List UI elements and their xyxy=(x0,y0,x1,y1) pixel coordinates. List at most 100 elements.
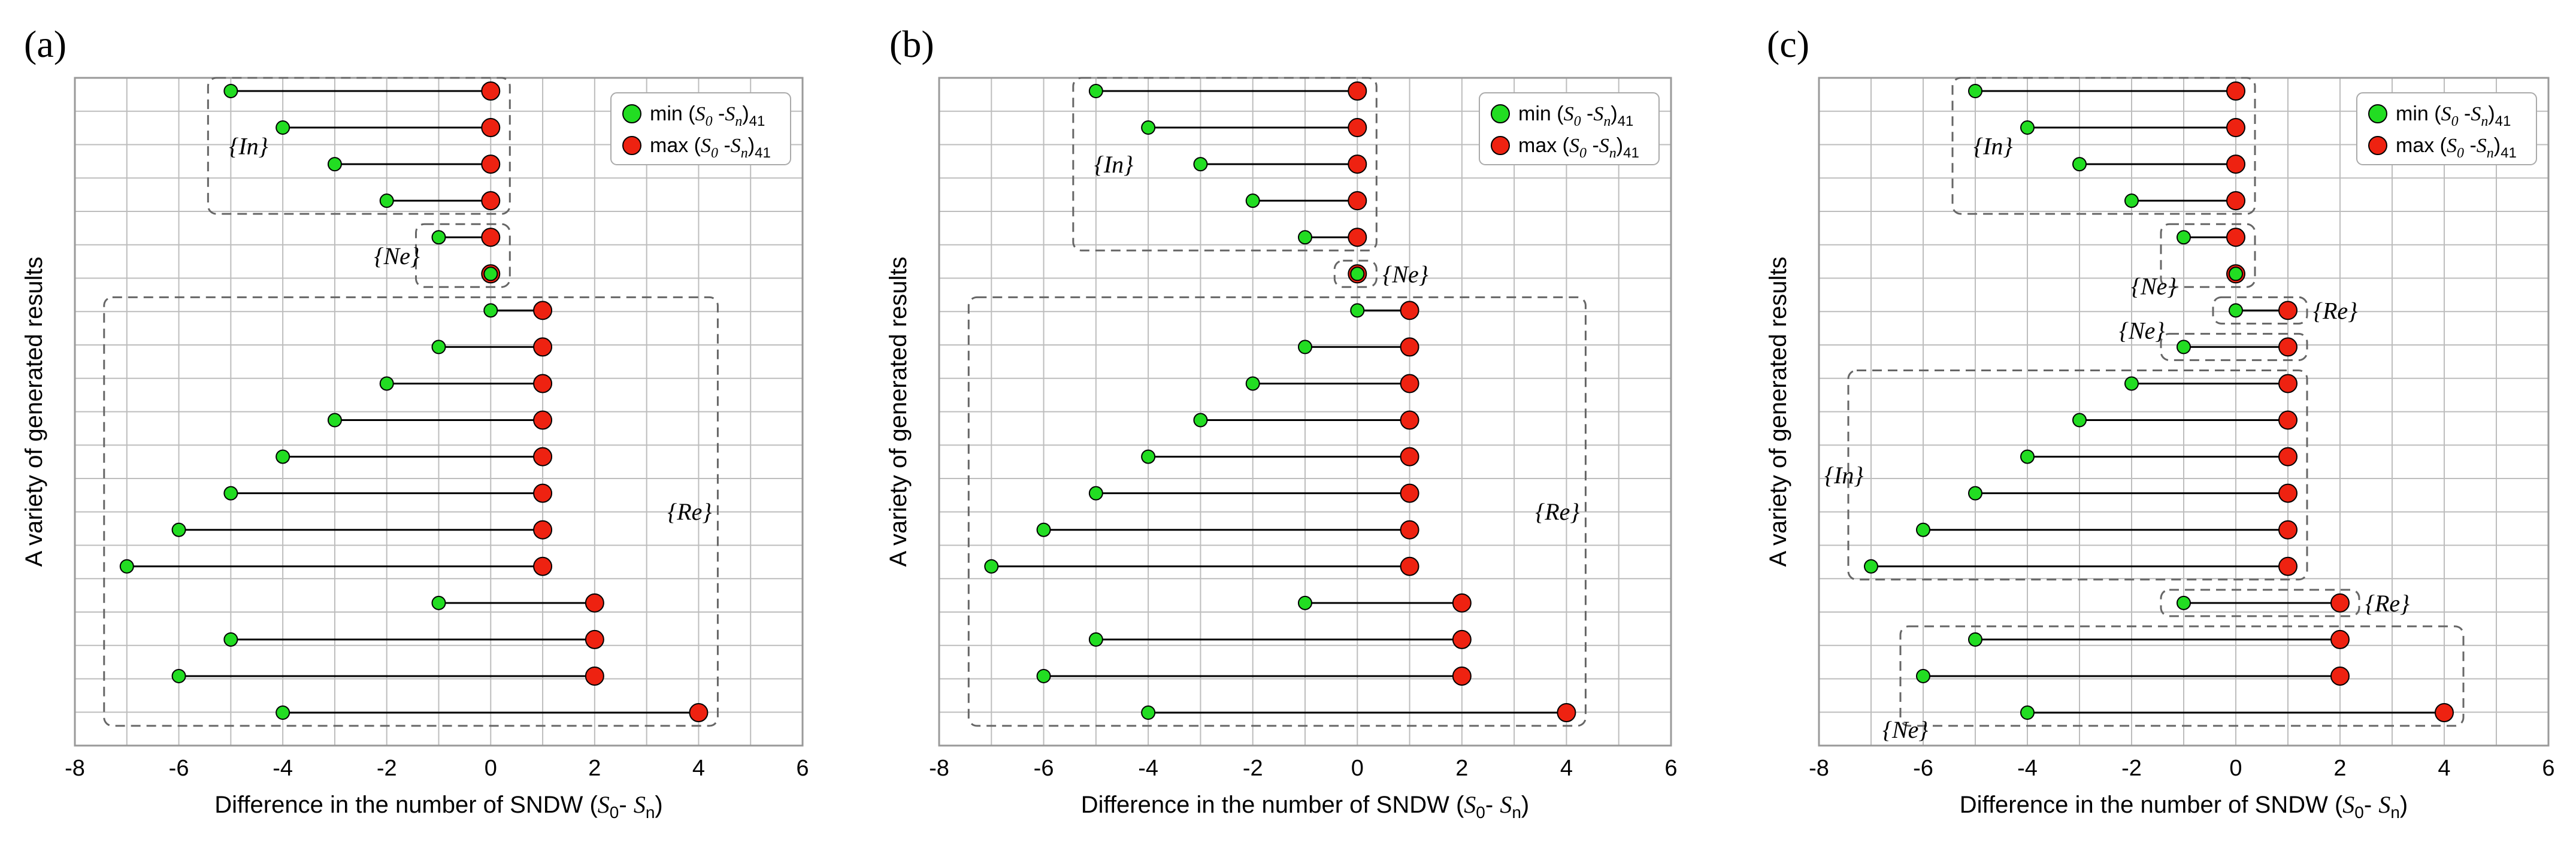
max-marker xyxy=(1348,228,1367,247)
min-marker xyxy=(1141,120,1156,135)
group-label: {Ne} xyxy=(1882,716,1928,743)
x-tick-label: 2 xyxy=(1455,756,1468,781)
min-marker xyxy=(1193,413,1208,428)
group-box xyxy=(967,296,1587,727)
group-label: {Ne} xyxy=(2119,317,2165,344)
chart-panel-3: (c) -8 -6 -4 -2 0 2 4 6 Difference in the number … xyxy=(1765,23,2555,822)
group-label: {Re} xyxy=(2365,590,2409,617)
group-box xyxy=(1072,77,1378,252)
min-marker xyxy=(431,340,446,355)
min-marker xyxy=(1916,522,1930,537)
max-marker xyxy=(533,483,553,503)
group-box xyxy=(415,223,511,288)
x-tick-label: 4 xyxy=(692,756,705,781)
group-label: {In} xyxy=(1824,462,1863,489)
x-tick-label: -2 xyxy=(1243,756,1263,781)
min-marker xyxy=(1088,632,1103,647)
group-label: {In} xyxy=(229,133,268,160)
legend-max-label: max (S0 -Sn)41 xyxy=(650,134,771,161)
x-tick-label: -8 xyxy=(1809,756,1829,781)
max-marker xyxy=(1452,629,1472,649)
x-tick-label: -8 xyxy=(929,756,949,781)
max-marker xyxy=(2330,593,2350,613)
min-marker xyxy=(1193,157,1208,172)
max-marker xyxy=(1400,447,1419,467)
min-marker xyxy=(1245,193,1260,208)
legend-min-label: min (S0 -Sn)41 xyxy=(1518,102,1633,129)
legend-max-marker xyxy=(622,136,641,155)
max-marker xyxy=(481,81,501,101)
min-marker xyxy=(171,522,186,537)
group-label: {In} xyxy=(1973,133,2012,160)
x-tick-label: -6 xyxy=(1913,756,1933,781)
min-marker xyxy=(1968,632,1982,647)
min-marker xyxy=(327,413,342,428)
min-marker xyxy=(223,486,238,501)
min-marker xyxy=(2229,303,2243,318)
group-box xyxy=(2212,296,2308,325)
min-marker xyxy=(1968,84,1982,98)
group-box xyxy=(1847,369,2308,581)
min-marker xyxy=(2177,340,2191,355)
min-marker xyxy=(1036,668,1051,683)
max-marker xyxy=(585,593,604,613)
max-marker xyxy=(1400,410,1419,430)
group-label: {Ne} xyxy=(2131,272,2177,299)
min-marker xyxy=(2229,266,2243,281)
min-marker xyxy=(276,449,290,464)
min-marker xyxy=(1298,340,1312,355)
max-marker xyxy=(1400,301,1419,320)
legend-box xyxy=(1479,92,1660,165)
max-marker xyxy=(481,191,501,211)
legend-max-marker xyxy=(2368,136,2387,155)
x-tick-label: -2 xyxy=(2121,756,2142,781)
legend-box xyxy=(610,92,791,165)
max-marker xyxy=(2226,81,2245,101)
max-marker xyxy=(2278,410,2297,430)
x-tick-label: 0 xyxy=(1351,756,1364,781)
max-marker xyxy=(533,556,553,576)
x-tick-label: 4 xyxy=(2438,756,2450,781)
group-label: {Ne} xyxy=(1382,261,1428,287)
x-tick-label: 2 xyxy=(2333,756,2346,781)
min-marker xyxy=(2124,193,2139,208)
min-marker xyxy=(1036,522,1051,537)
legend-max-label: max (S0 -Sn)41 xyxy=(1518,134,1639,161)
max-marker xyxy=(1400,483,1419,503)
x-tick-label: 0 xyxy=(485,756,497,781)
max-marker xyxy=(533,520,553,540)
legend-min-label: min (S0 -Sn)41 xyxy=(2396,102,2511,129)
min-marker xyxy=(2020,449,2035,464)
max-marker xyxy=(585,666,604,686)
max-marker xyxy=(1557,703,1576,722)
x-axis-label: Difference in the number of SNDW (S0- Sn… xyxy=(1960,791,2408,822)
max-marker xyxy=(2226,228,2245,247)
x-tick-label: -4 xyxy=(2017,756,2038,781)
group-label: {Re} xyxy=(1535,498,1579,525)
x-tick-label: -4 xyxy=(1138,756,1158,781)
x-tick-label: 6 xyxy=(796,756,809,781)
max-marker xyxy=(481,228,501,247)
max-marker xyxy=(481,155,501,174)
min-marker xyxy=(1916,668,1930,683)
max-marker xyxy=(1400,374,1419,393)
y-axis-label: A variety of generated results xyxy=(1765,256,1791,567)
panel-label: (c) xyxy=(1767,23,1809,65)
min-marker xyxy=(276,120,290,135)
chart-panel-2: (b) -8 -6 -4 -2 0 2 4 6 Difference in the number … xyxy=(885,23,1678,822)
min-marker xyxy=(119,559,134,574)
max-marker xyxy=(2278,374,2297,393)
x-tick-label: 6 xyxy=(1664,756,1677,781)
panel-label: (b) xyxy=(889,23,934,65)
max-marker xyxy=(2226,155,2245,174)
legend-min-marker xyxy=(622,104,641,123)
x-tick-label: 0 xyxy=(2229,756,2242,781)
max-marker xyxy=(2226,118,2245,138)
max-marker xyxy=(1348,155,1367,174)
min-marker xyxy=(2072,157,2087,172)
group-label: {Re} xyxy=(667,498,712,525)
group-label: {In} xyxy=(1094,151,1133,178)
max-marker xyxy=(481,118,501,138)
min-marker xyxy=(1141,705,1156,720)
